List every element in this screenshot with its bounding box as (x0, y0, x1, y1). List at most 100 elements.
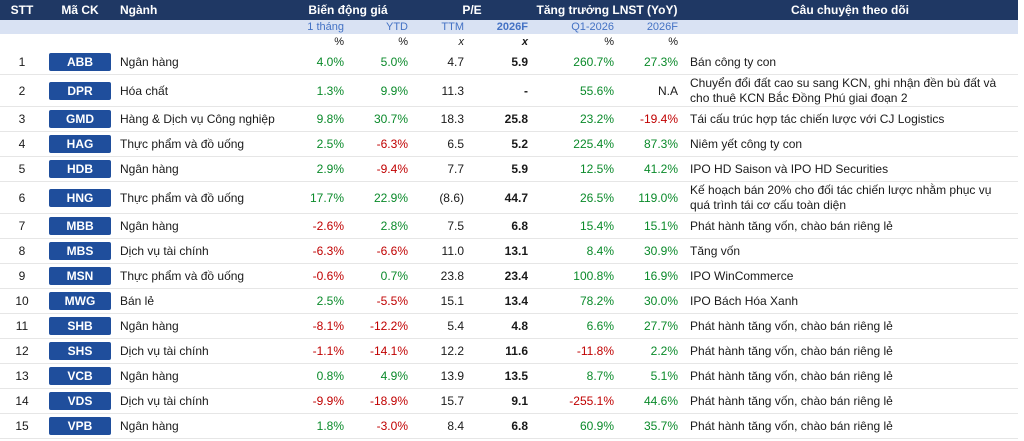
row-cau-chuyen: Phát hành tăng vốn, chào bán riêng lẻ (682, 313, 1019, 339)
row-pe-2026f: 9.1 (468, 388, 532, 414)
row-pe-ttm: 18.3 (412, 106, 468, 132)
row-ytd: -18.9% (348, 388, 412, 414)
row-q1-2026: -255.1% (532, 388, 618, 414)
row-ytd: 4.9% (348, 363, 412, 389)
ticker-badge[interactable]: SHS (49, 342, 111, 360)
row-pe-ttm: 8.4 (412, 413, 468, 439)
row-pe-2026f: 13.4 (468, 288, 532, 314)
row-pe-ttm: 15.1 (412, 288, 468, 314)
row-q1-2026: 260.7% (532, 50, 618, 75)
ticker-badge[interactable]: HDB (49, 160, 111, 178)
ticker-badge[interactable]: ABB (49, 53, 111, 71)
row-2026f-growth: 30.0% (618, 288, 683, 314)
ticker-badge[interactable]: SHB (49, 317, 111, 335)
subheader-q1-2026: Q1-2026 (532, 20, 618, 34)
row-q1-2026: 12.5% (532, 156, 618, 182)
row-stt: 14 (0, 388, 44, 414)
row-ytd: -14.1% (348, 338, 412, 364)
row-1-thang: 2.9% (284, 156, 348, 182)
row-1-thang: 2.5% (284, 131, 348, 157)
table-row: 5 HDB Ngân hàng 2.9% -9.4% 7.7 5.9 12.5% 41.2% IP… (0, 156, 1019, 182)
unit-ttm: x (412, 34, 468, 50)
row-stt: 8 (0, 238, 44, 264)
row-q1-2026: 6.6% (532, 313, 618, 339)
row-2026f-growth: 27.7% (618, 313, 683, 339)
ticker-badge[interactable]: GMD (49, 110, 111, 128)
row-cau-chuyen: Tăng vốn (682, 238, 1019, 264)
header-ma-ck: Mã CK (44, 0, 116, 20)
subheader-row: 1 tháng YTD TTM 2026F Q1-2026 2026F (0, 20, 1019, 34)
ticker-badge[interactable]: MSN (49, 267, 111, 285)
unit-ytd: % (348, 34, 412, 50)
row-ytd: -12.2% (348, 313, 412, 339)
table-row: 7 MBB Ngân hàng -2.6% 2.8% 7.5 6.8 15.4% 15.1% Ph… (0, 213, 1019, 239)
row-stt: 9 (0, 263, 44, 289)
header-cau-chuyen: Câu chuyện theo dõi (682, 0, 1019, 20)
unit-2026f-growth: % (618, 34, 683, 50)
row-2026f-growth: 16.9% (618, 263, 683, 289)
row-nganh: Dịch vụ tài chính (116, 338, 284, 364)
row-pe-ttm: 6.5 (412, 131, 468, 157)
ticker-badge[interactable]: HAG (49, 135, 111, 153)
row-pe-2026f: - (468, 74, 532, 107)
row-q1-2026: 55.6% (532, 74, 618, 107)
row-q1-2026: 15.4% (532, 213, 618, 239)
row-ytd: -6.3% (348, 131, 412, 157)
row-1-thang: 4.0% (284, 50, 348, 75)
row-cau-chuyen: IPO WinCommerce (682, 263, 1019, 289)
table-row: 6 HNG Thực phẩm và đồ uống 17.7% 22.9% (8.6) 4… (0, 181, 1019, 214)
table-row: 8 MBS Dịch vụ tài chính -6.3% -6.6% 11.0 13.1 8… (0, 238, 1019, 264)
ticker-badge[interactable]: MBS (49, 242, 111, 260)
ticker-badge[interactable]: MBB (49, 217, 111, 235)
row-cau-chuyen: IPO HD Saison và IPO HD Securities (682, 156, 1019, 182)
row-q1-2026: 78.2% (532, 288, 618, 314)
row-q1-2026: 8.4% (532, 238, 618, 264)
row-nganh: Thực phẩm và đồ uống (116, 263, 284, 289)
row-1-thang: -1.1% (284, 338, 348, 364)
row-pe-2026f: 13.5 (468, 363, 532, 389)
row-stt: 13 (0, 363, 44, 389)
row-2026f-growth: 2.2% (618, 338, 683, 364)
header-row: STT Mã CK Ngành Biến động giá P/E Tăng t… (0, 0, 1019, 20)
row-1-thang: 2.5% (284, 288, 348, 314)
row-1-thang: 9.8% (284, 106, 348, 132)
row-1-thang: -2.6% (284, 213, 348, 239)
row-1-thang: -8.1% (284, 313, 348, 339)
row-2026f-growth: 87.3% (618, 131, 683, 157)
row-nganh: Hóa chất (116, 74, 284, 107)
row-pe-2026f: 11.6 (468, 338, 532, 364)
table-row: 1 ABB Ngân hàng 4.0% 5.0% 4.7 5.9 260.7% 27.3% Bá… (0, 50, 1019, 75)
row-cau-chuyen: Phát hành tăng vốn, chào bán riêng lẻ (682, 338, 1019, 364)
ticker-badge[interactable]: DPR (49, 81, 111, 100)
row-pe-2026f: 6.8 (468, 213, 532, 239)
row-pe-ttm: 12.2 (412, 338, 468, 364)
row-nganh: Ngân hàng (116, 363, 284, 389)
row-cau-chuyen: Phát hành tăng vốn, chào bán riêng lẻ (682, 363, 1019, 389)
row-2026f-growth: 27.3% (618, 50, 683, 75)
header-nganh: Ngành (116, 0, 284, 20)
row-nganh: Dịch vụ tài chính (116, 388, 284, 414)
row-nganh: Ngân hàng (116, 213, 284, 239)
row-pe-ttm: 5.4 (412, 313, 468, 339)
row-2026f-growth: 44.6% (618, 388, 683, 414)
ticker-badge[interactable]: HNG (49, 188, 111, 207)
row-ytd: 9.9% (348, 74, 412, 107)
row-2026f-growth: 5.1% (618, 363, 683, 389)
row-stt: 5 (0, 156, 44, 182)
row-2026f-growth: 119.0% (618, 181, 683, 214)
row-nganh: Bán lẻ (116, 288, 284, 314)
ticker-badge[interactable]: VCB (49, 367, 111, 385)
row-ytd: -3.0% (348, 413, 412, 439)
row-1-thang: 1.8% (284, 413, 348, 439)
row-2026f-growth: 35.7% (618, 413, 683, 439)
table-row: 3 GMD Hàng & Dịch vụ Công nghiệp 9.8% 30.7% 1… (0, 106, 1019, 132)
row-pe-ttm: 7.7 (412, 156, 468, 182)
row-ytd: -9.4% (348, 156, 412, 182)
row-ytd: -5.5% (348, 288, 412, 314)
ticker-badge[interactable]: MWG (49, 292, 111, 310)
ticker-badge[interactable]: VPB (49, 417, 111, 435)
table-row: 2 DPR Hóa chất 1.3% 9.9% 11.3-55.6% N.A Chuyển … (0, 74, 1019, 107)
row-ytd: 22.9% (348, 181, 412, 214)
ticker-badge[interactable]: VDS (49, 392, 111, 410)
